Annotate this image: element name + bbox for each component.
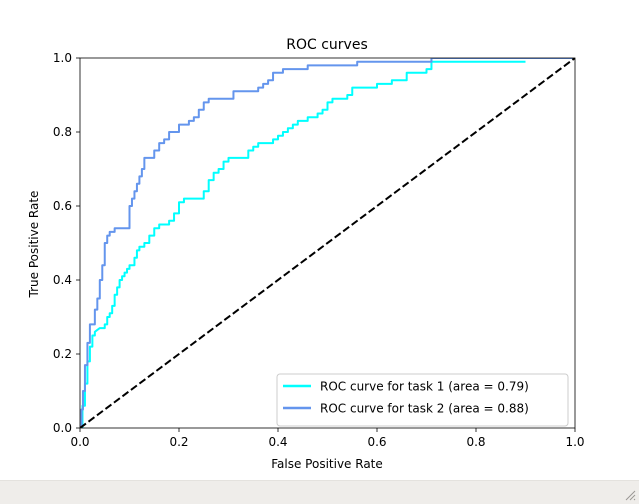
- legend-label: ROC curve for task 2 (area = 0.88): [320, 402, 529, 416]
- chart-title: ROC curves: [286, 37, 368, 53]
- y-tick-label: 0.6: [53, 199, 72, 213]
- plot-area: [79, 57, 576, 429]
- x-tick-label: 0.2: [169, 435, 188, 449]
- legend-box: [276, 373, 569, 427]
- axis-ticks: 0.0 0.2 0.4 0.6 0.8 1.0 0.0 0.2 0.4 0.6 0.8 1.0: [53, 51, 585, 449]
- series-group: [80, 58, 575, 428]
- roc-curve-task-1: [80, 60, 526, 428]
- x-tick-label: 0.8: [466, 435, 485, 449]
- y-tick-label: 0.2: [53, 347, 72, 361]
- roc-curve-task-2: [80, 58, 575, 428]
- legend-label: ROC curve for task 1 (area = 0.79): [320, 380, 529, 394]
- x-axis-label: False Positive Rate: [271, 457, 383, 471]
- x-tick-label: 0.0: [70, 435, 89, 449]
- status-bar: [0, 480, 639, 504]
- y-tick-label: 1.0: [53, 51, 72, 65]
- axes-frame: [79, 57, 576, 429]
- chance-diagonal-line: [80, 58, 575, 428]
- y-tick-label: 0.8: [53, 125, 72, 139]
- y-axis-label: True Positive Rate: [27, 191, 41, 299]
- roc-figure: ROC curves False Positive Rate True Posi…: [27, 37, 585, 471]
- resize-grip-icon[interactable]: [624, 489, 636, 501]
- x-tick-label: 0.6: [367, 435, 386, 449]
- y-tick-label: 0.0: [53, 421, 72, 435]
- y-tick-label: 0.4: [53, 273, 72, 287]
- roc-chart: ROC curves False Positive Rate True Posi…: [27, 37, 585, 471]
- x-tick-label: 1.0: [565, 435, 584, 449]
- legend: ROC curve for task 1 (area = 0.79) ROC cu…: [276, 373, 569, 427]
- x-tick-label: 0.4: [268, 435, 287, 449]
